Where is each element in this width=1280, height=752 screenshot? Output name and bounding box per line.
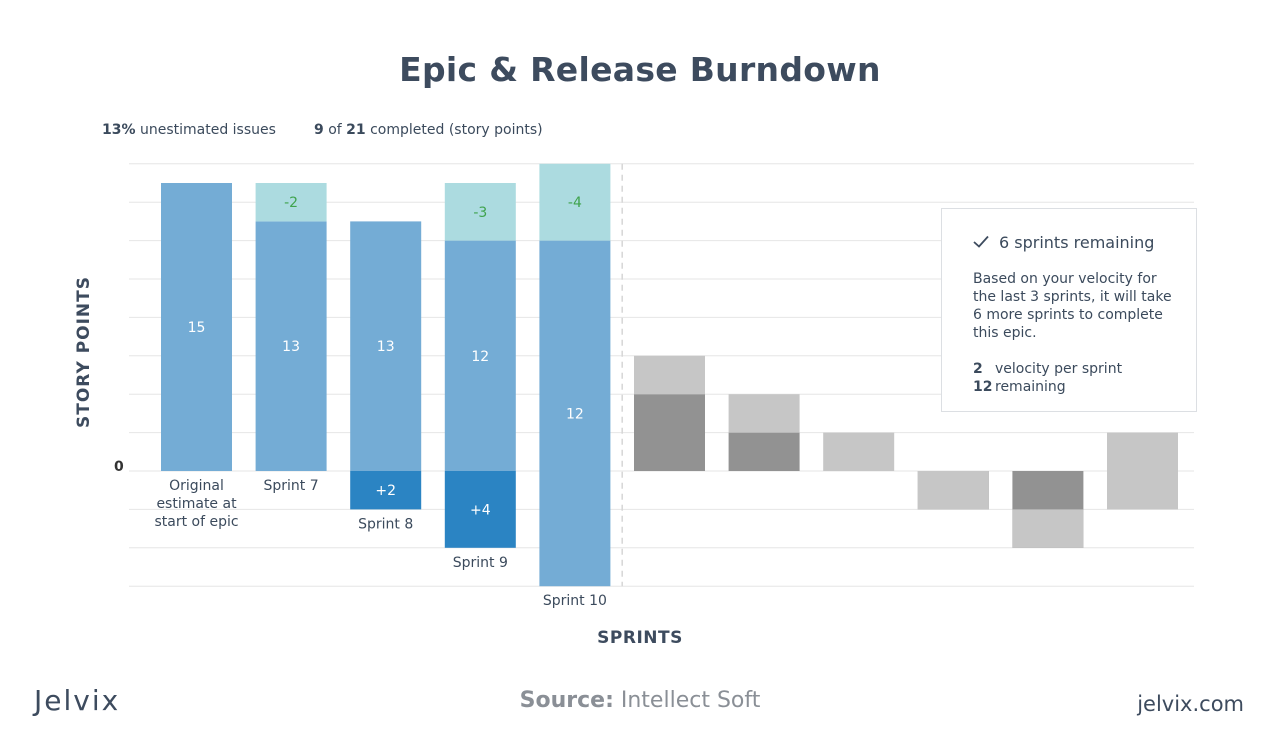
info-box-heading: 6 sprints remaining	[999, 233, 1155, 252]
velocity-value: 2	[973, 361, 983, 377]
forecast-step-bar	[1107, 471, 1178, 510]
remaining-value: 12	[973, 379, 993, 395]
remaining-value-label: 13	[282, 339, 300, 355]
added-scope-bar	[350, 471, 422, 510]
forecast-step-bar	[917, 471, 989, 510]
completed-bar	[539, 163, 611, 241]
completed-value-label: -4	[568, 195, 582, 211]
category-tick-label: Sprint 8	[358, 516, 413, 532]
remaining-bar	[444, 240, 516, 471]
source-label: Source:	[519, 688, 614, 713]
source-credit: Source: Intellect Soft	[0, 688, 1280, 713]
forecast-info-box: 6 sprints remaining Based on your veloci…	[941, 208, 1197, 412]
unestimated-percent: 13%	[102, 122, 136, 138]
bar-labels-layer: 15 Original estimate at start of epic 13 -2 Sp…	[154, 195, 606, 609]
added-scope-value-label: +4	[470, 502, 491, 518]
unestimated-label: unestimated issues	[139, 122, 276, 138]
forecast-step-bar	[728, 394, 800, 433]
forecast-remaining-bar	[728, 432, 800, 471]
remaining-value-label: 12	[566, 406, 584, 422]
added-scope-bar	[444, 471, 516, 548]
remaining-value-label: 12	[471, 349, 489, 365]
forecast-step-bar	[1107, 432, 1178, 471]
completed-value-label: -3	[473, 205, 487, 221]
category-tick-label: Sprint 7	[264, 478, 319, 494]
category-tick-label: Sprint 9	[453, 555, 508, 571]
zero-tick-label: 0	[114, 459, 124, 475]
forecast-step-bar	[823, 432, 895, 471]
info-box-description: Based on your velocity for the last 3 sp…	[973, 271, 1172, 341]
jelvix-logo: Jelvix	[34, 684, 121, 717]
completed-bar	[444, 183, 516, 241]
velocity-label: velocity per sprint	[995, 361, 1123, 377]
completed-stat: 9 of 21 completed (story points)	[314, 122, 543, 138]
completed-total: 21	[346, 122, 366, 138]
remaining-metric: 12 remaining	[973, 378, 1196, 396]
remaining-value-label: 13	[377, 339, 395, 355]
unestimated-stat: 13% unestimated issues	[102, 122, 276, 138]
completed-number: 9	[314, 122, 324, 138]
completed-bar	[255, 183, 327, 222]
remaining-bar	[161, 183, 232, 471]
completed-value-label: -2	[284, 195, 298, 211]
forecast-step-bar	[1012, 509, 1084, 548]
source-value: Intellect Soft	[620, 688, 761, 713]
remaining-value-label: 15	[188, 320, 206, 336]
remaining-bar	[350, 221, 422, 471]
velocity-metric: 2 velocity per sprint	[973, 360, 1196, 378]
completed-label: completed (story points)	[370, 122, 543, 138]
checkmark-icon	[973, 233, 989, 252]
site-url[interactable]: jelvix.com	[1137, 692, 1244, 716]
category-tick-label: Sprint 10	[543, 593, 607, 609]
x-axis-label: SPRINTS	[597, 628, 683, 648]
category-tick-label: Original estimate at start of epic	[154, 478, 238, 530]
chart-title: Epic & Release Burndown	[399, 50, 881, 89]
remaining-bar	[255, 221, 327, 471]
forecast-step-bar	[634, 355, 705, 395]
added-scope-value-label: +2	[375, 483, 396, 499]
forecast-remaining-bar	[634, 394, 705, 471]
bars-layer	[161, 163, 1178, 587]
completed-of: of	[328, 122, 342, 138]
remaining-label: remaining	[995, 379, 1066, 395]
remaining-bar	[539, 240, 611, 587]
